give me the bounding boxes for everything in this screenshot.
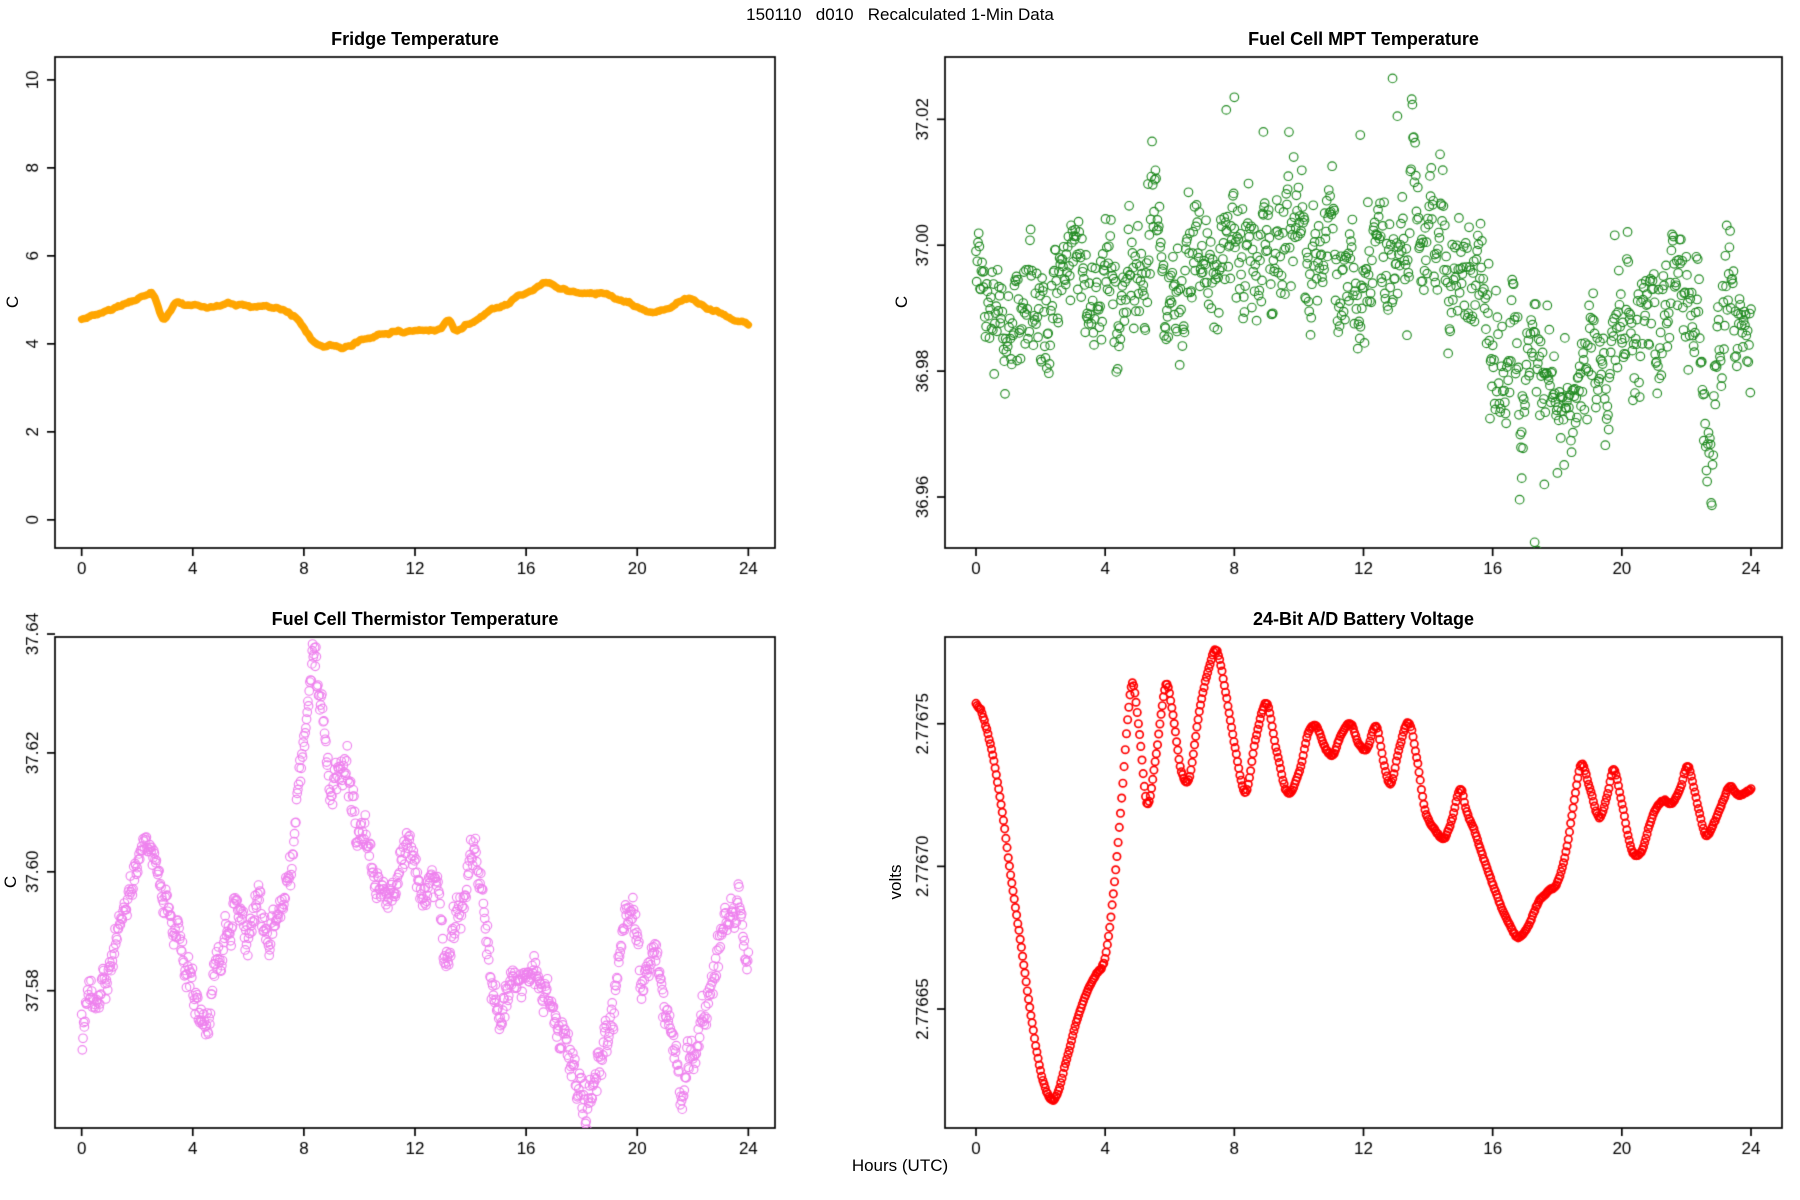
plot-title-fridge-temperature: Fridge Temperature [331,29,499,49]
plot-title-battery-voltage: 24-Bit A/D Battery Voltage [1252,609,1475,629]
y-axis-label-thermistor: C [1,875,20,889]
main-title: 150110 d010 Recalculated 1-Min Data [746,5,1054,24]
y-axis-label-fridge: C [3,295,22,309]
plot-title-fuel-cell-mpt-temperature: Fuel Cell MPT Temperature [1248,29,1479,49]
y-axis-label-mpt: C [892,295,911,309]
shared-x-axis-label: Hours (UTC) [851,1156,949,1175]
y-axis-label-volts: volts [886,864,905,900]
plot-title-fuel-cell-thermistor-temperature: Fuel Cell Thermistor Temperature [271,609,559,629]
